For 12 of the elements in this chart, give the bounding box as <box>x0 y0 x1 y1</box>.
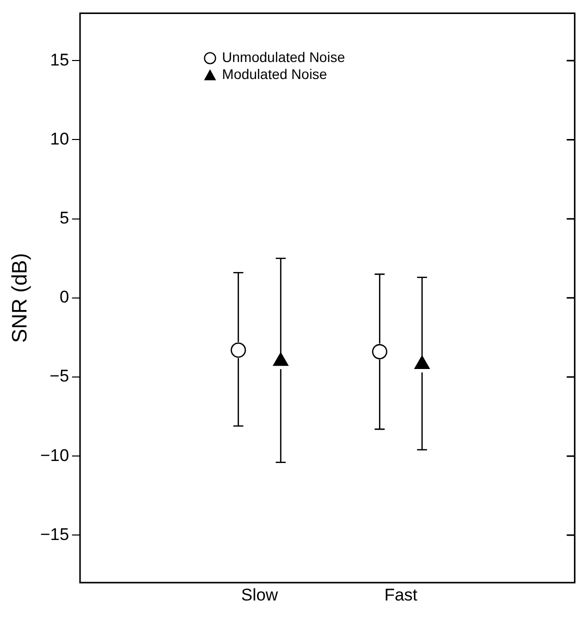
y-tick-label: 0 <box>60 288 70 307</box>
y-tick-label: −5 <box>50 366 70 386</box>
y-tick-label: 15 <box>50 50 70 70</box>
x-tick-label: Fast <box>384 585 418 604</box>
y-tick-label: −15 <box>40 524 70 544</box>
x-tick-label: Slow <box>241 585 279 604</box>
y-tick-label: −10 <box>40 446 70 465</box>
y-axis-title: SNR (dB) <box>8 252 32 343</box>
y-tick-label: 10 <box>50 129 70 148</box>
y-tick-label: 5 <box>60 208 70 228</box>
legend-label: Unmodulated Noise <box>222 49 346 66</box>
legend-label: Modulated Noise <box>222 66 328 82</box>
